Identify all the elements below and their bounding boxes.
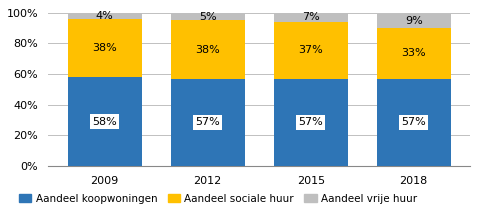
Bar (170, 20, 245, 79)
Bar (170, 79, 245, 166)
Bar (377, 28, 451, 79)
Text: 38%: 38% (92, 43, 117, 53)
Text: 57%: 57% (401, 117, 426, 127)
Bar (68, 77, 142, 166)
Text: 57%: 57% (299, 117, 323, 127)
Legend: Aandeel koopwoningen, Aandeel sociale huur, Aandeel vrije huur: Aandeel koopwoningen, Aandeel sociale hu… (15, 189, 421, 208)
Bar (274, 79, 348, 166)
Text: 37%: 37% (299, 45, 323, 55)
Text: 58%: 58% (92, 117, 117, 127)
Text: 38%: 38% (195, 45, 220, 55)
Bar (68, 13, 142, 19)
Bar (377, 14, 451, 28)
Bar (68, 19, 142, 77)
Text: 57%: 57% (195, 117, 220, 127)
Text: 7%: 7% (302, 12, 320, 22)
Bar (274, 11, 348, 22)
Text: 5%: 5% (199, 12, 216, 22)
Text: 4%: 4% (96, 11, 114, 21)
Text: 9%: 9% (405, 16, 422, 26)
Bar (170, 13, 245, 20)
Text: 33%: 33% (401, 48, 426, 58)
Bar (377, 79, 451, 166)
Bar (274, 22, 348, 79)
